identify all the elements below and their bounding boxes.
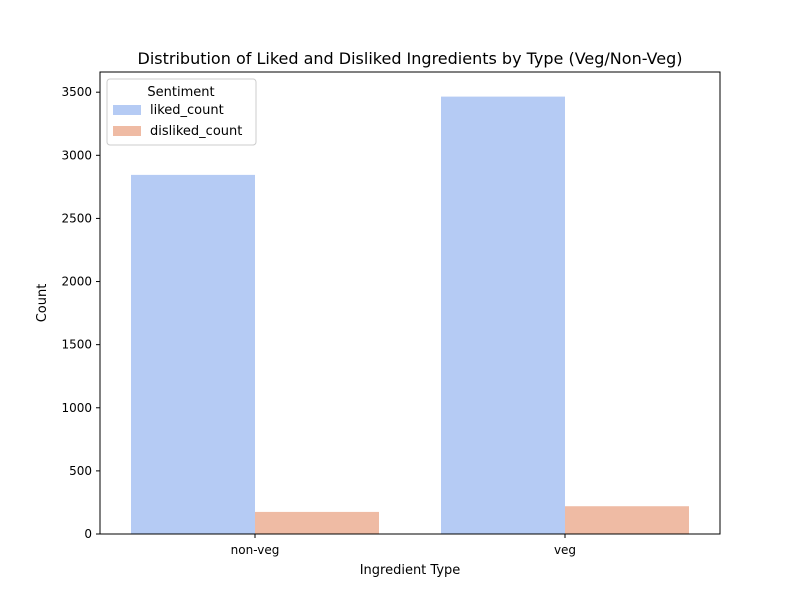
legend-label-disliked_count: disliked_count [150,124,242,139]
legend-label-liked_count: liked_count [150,103,224,118]
bar-liked_count-veg [441,96,565,535]
y-axis: 0 500 1000 1500 2000 2500 3000 3500 [61,85,100,541]
x-axis-label: Ingredient Type [360,563,461,578]
bars-group [131,96,689,535]
legend-title: Sentiment [147,85,214,100]
y-tick-label: 1000 [61,401,92,415]
bar-disliked_count-veg [565,506,689,534]
legend-swatch-liked_count [113,105,141,115]
y-axis-label: Count [35,284,50,323]
y-tick-label: 500 [69,464,92,478]
x-tick-label: non-veg [231,543,280,557]
y-tick-label: 0 [84,527,92,541]
y-tick-label: 1500 [61,338,92,352]
x-axis: non-veg veg [231,534,576,557]
plot-frame [99,71,721,535]
y-tick-label: 3000 [61,148,92,162]
legend: Sentiment liked_count disliked_count [106,78,257,146]
bar-disliked_count-non-veg [255,511,379,534]
y-tick-label: 3500 [61,85,92,99]
chart-title: Distribution of Liked and Disliked Ingre… [138,49,683,68]
y-tick-label: 2000 [61,275,92,289]
x-tick-label: veg [554,543,576,557]
legend-frame [106,78,257,146]
y-tick-label: 2500 [61,211,92,225]
legend-swatch-disliked_count [113,126,141,136]
bar-liked_count-non-veg [131,174,255,534]
